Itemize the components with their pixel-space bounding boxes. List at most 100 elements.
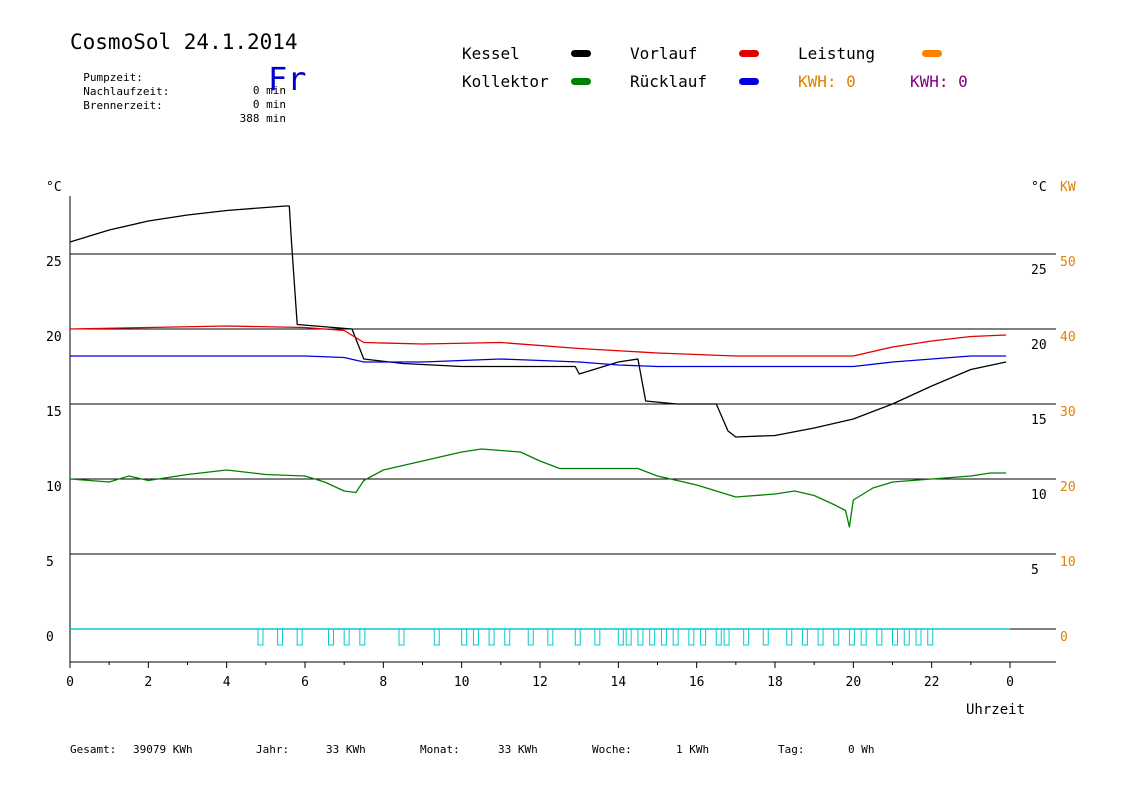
pump-time: Pumpzeit: 0 min <box>70 58 286 97</box>
pump-marker-16 <box>617 628 624 646</box>
y-left-tick-15: 15 <box>46 405 62 420</box>
pump-marker-6 <box>398 628 405 646</box>
y-left-tick-5: 5 <box>46 555 54 570</box>
series-line-vorlauf <box>69 325 1007 357</box>
y-kw-tick-50: 50 <box>1060 255 1076 270</box>
pump-marker-0 <box>257 628 264 646</box>
pump-markers <box>70 628 1010 646</box>
pump-marker-10 <box>488 628 495 646</box>
y-kw-tick-0: 0 <box>1060 630 1068 645</box>
burner-time-label: Brennerzeit: <box>83 99 163 112</box>
pump-marker-22 <box>688 628 695 646</box>
footer-day-value: 0 Wh <box>848 743 875 756</box>
y-kw-tick-20: 20 <box>1060 480 1076 495</box>
legend-label-kollektor: Kollektor <box>462 72 549 91</box>
x-tick-label-12: 0 <box>1006 675 1014 690</box>
pump-marker-35 <box>892 628 898 646</box>
pump-marker-19 <box>649 628 656 646</box>
x-tick-label-10: 20 <box>846 675 862 690</box>
y-left-tick-0: 0 <box>46 630 54 645</box>
footer-total-value: 39079 KWh <box>133 743 193 756</box>
y-left-tick-25: 25 <box>46 255 62 270</box>
legend-label-leistung: Leistung <box>798 44 876 63</box>
pump-marker-14 <box>574 628 581 646</box>
pump-marker-11 <box>504 628 511 646</box>
pump-marker-24 <box>715 628 722 646</box>
pump-time-value: 0 min <box>252 84 286 97</box>
legend-label-vorlauf: Vorlauf <box>630 44 698 63</box>
pump-marker-12 <box>527 628 534 646</box>
footer-day-label: Tag: <box>778 743 805 756</box>
y-right-tick-15: 15 <box>1031 413 1047 428</box>
pump-marker-37 <box>915 628 922 646</box>
series-line-kollektor <box>69 448 1007 528</box>
chart-grid <box>70 253 1056 630</box>
y-left-tick-20: 20 <box>46 330 62 345</box>
pump-marker-20 <box>660 628 667 646</box>
series-line-rücklauf <box>70 355 1007 368</box>
x-tick-label-8: 16 <box>689 675 705 690</box>
page-title: CosmoSol 24.1.2014 <box>70 30 298 54</box>
footer-week-label: Woche: <box>592 743 632 756</box>
footer-year-value: 33 KWh <box>326 743 366 756</box>
pump-marker-13 <box>547 628 554 646</box>
x-tick-label-4: 8 <box>379 675 387 690</box>
x-tick-label-7: 14 <box>611 675 627 690</box>
y-kw-tick-40: 40 <box>1060 330 1076 345</box>
pump-time-label: Pumpzeit: <box>83 71 143 84</box>
pump-marker-17 <box>625 628 632 646</box>
pump-marker-32 <box>848 628 855 646</box>
pump-marker-33 <box>860 628 867 646</box>
x-tick-label-1: 2 <box>144 675 152 690</box>
legend-swatch-kollektor <box>571 78 591 85</box>
y-kw-tick-10: 10 <box>1060 555 1076 570</box>
footer-month-label: Monat: <box>420 743 460 756</box>
pump-marker-9 <box>472 628 479 646</box>
y-kw-tick-30: 30 <box>1060 405 1076 420</box>
pump-marker-15 <box>594 628 601 646</box>
kwh-orange: KWH: 0 <box>798 72 856 91</box>
x-tick-label-11: 22 <box>924 675 940 690</box>
y-right-tick-10: 10 <box>1031 488 1047 503</box>
footer-week-value: 1 KWh <box>676 743 710 756</box>
legend-swatch-vorlauf <box>739 50 759 57</box>
x-tick-label-3: 6 <box>301 675 309 690</box>
pump-marker-3 <box>328 628 334 646</box>
chart-ticks: 0 2 4 6 8 10 12 14 16 18 20 22 0 0 5 10 15 20 25 5 10 15 20 25 0… <box>46 255 1076 690</box>
chart-series <box>69 205 1007 528</box>
pump-marker-5 <box>359 628 366 646</box>
series-line-kessel <box>69 205 1007 438</box>
pump-marker-27 <box>762 628 769 646</box>
pump-marker-26 <box>743 628 750 646</box>
pump-marker-7 <box>433 628 440 646</box>
y-right-kw-axis-label: KW <box>1060 180 1076 195</box>
kwh-purple: KWH: 0 <box>910 72 968 91</box>
pump-marker-4 <box>343 628 350 646</box>
pump-marker-21 <box>672 628 679 646</box>
y-right-axis-label: °C <box>1031 180 1047 195</box>
afterrun-time-label: Nachlaufzeit: <box>83 85 170 98</box>
pump-marker-34 <box>876 628 883 646</box>
pump-marker-28 <box>786 628 793 646</box>
pump-marker-8 <box>461 628 468 646</box>
x-tick-label-2: 4 <box>223 675 231 690</box>
afterrun-time-value: 0 min <box>252 98 286 111</box>
pump-marker-25 <box>723 628 730 646</box>
y-left-tick-10: 10 <box>46 480 62 495</box>
y-right-tick-5: 5 <box>1031 563 1039 578</box>
pump-marker-18 <box>637 628 644 646</box>
x-tick-label-6: 12 <box>532 675 548 690</box>
pump-marker-29 <box>801 628 808 646</box>
afterrun-time: Nachlaufzeit: 0 min <box>70 72 286 111</box>
legend-swatch-leistung <box>922 50 942 57</box>
y-right-tick-25: 25 <box>1031 263 1047 278</box>
legend-label-kessel: Kessel <box>462 44 520 63</box>
y-right-tick-20: 20 <box>1031 338 1047 353</box>
pump-marker-23 <box>700 628 707 646</box>
pump-marker-38 <box>927 628 934 646</box>
y-left-axis-label: °C <box>46 180 62 195</box>
burner-time-value: 388 min <box>239 112 286 125</box>
x-axis-label: Uhrzeit <box>966 702 1025 718</box>
pump-marker-1 <box>277 628 284 646</box>
